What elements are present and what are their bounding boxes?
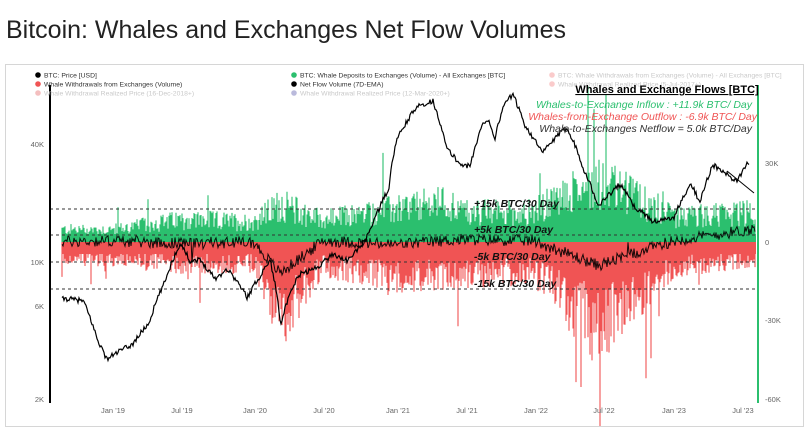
x-tick: Jul '21 <box>456 406 477 415</box>
x-tick: Jul '22 <box>593 406 614 415</box>
annotation-outflow: Whales-from-Exchange Outflow : -6.9k BTC… <box>528 111 757 123</box>
x-tick: Jan '22 <box>524 406 548 415</box>
legend-swatch <box>35 90 41 96</box>
y-right-tick: 0 <box>765 238 769 247</box>
x-tick: Jan '21 <box>386 406 410 415</box>
legend-swatch <box>549 72 555 78</box>
annotation-inflow: Whales-to-Exchange Inflow : +11.9k BTC/ … <box>536 99 753 111</box>
level-label: +5k BTC/30 Day <box>474 224 554 236</box>
x-tick: Jul '20 <box>313 406 334 415</box>
legend-label: Whale Withdrawal Realized Price (16-Dec-… <box>44 91 194 98</box>
x-tick: Jan '19 <box>101 406 125 415</box>
page-title: Bitcoin: Whales and Exchanges Net Flow V… <box>6 16 566 44</box>
level-label: -5k BTC/30 Day <box>474 251 552 263</box>
outflow-band <box>62 242 756 254</box>
legend-label: Whale Withdrawal Realized Price (12-Mar-… <box>300 91 450 98</box>
legend-label: BTC: Whale Withdrawals from Exchanges (V… <box>558 73 782 80</box>
axes: 2K 6K 10K 40K 30K 0 -30K -60K Jan '19 Jul '19 Jan … <box>31 85 781 415</box>
legend[interactable]: BTC: Price [USD] BTC: Whale Deposits to E… <box>35 72 782 98</box>
annotation-netflow: Whale-to-Exchanges Netflow = 5.0k BTC/Da… <box>539 123 752 135</box>
y-right-tick: -30K <box>765 316 781 325</box>
y-left-tick: 40K <box>31 140 44 149</box>
level-label: +15k BTC/30 Day <box>474 198 560 210</box>
y-right-tick: -60K <box>765 395 781 404</box>
y-left-tick: 6K <box>35 302 44 311</box>
legend-label: BTC: Price [USD] <box>44 73 97 80</box>
annotation-arrow <box>726 170 755 194</box>
netflow-line <box>61 224 756 277</box>
x-tick: Jul '23 <box>732 406 753 415</box>
y-left-tick: 2K <box>35 395 44 404</box>
legend-swatch <box>291 90 297 96</box>
price-line <box>61 91 750 363</box>
legend-swatch <box>549 81 555 87</box>
legend-swatch <box>35 72 41 78</box>
legend-label: Whale Withdrawal Realized Price (5-Jul-2… <box>558 82 701 89</box>
price-series <box>61 91 750 363</box>
level-lines: +15k BTC/30 Day +5k BTC/30 Day -5k BTC/30 … <box>50 198 758 290</box>
flow-bars <box>61 86 756 426</box>
legend-label: BTC: Whale Deposits to Exchanges (Volume… <box>300 73 505 80</box>
x-tick: Jul '19 <box>171 406 192 415</box>
y-left-tick: 10K <box>31 258 44 267</box>
legend-label: Whale Withdrawals from Exchanges (Volume… <box>44 82 182 89</box>
x-tick: Jan '23 <box>662 406 686 415</box>
level-label: -15k BTC/30 Day <box>474 278 557 290</box>
legend-swatch <box>35 81 41 87</box>
y-right-tick: 30K <box>765 159 778 168</box>
legend-swatch <box>291 81 297 87</box>
chart-frame: +15k BTC/30 Day +5k BTC/30 Day -5k BTC/30 … <box>5 64 804 427</box>
annotations: Whales and Exchange Flows [BTC] Whales-to… <box>528 84 759 194</box>
legend-label: Net Flow Volume (7D-EMA) <box>300 82 383 89</box>
legend-swatch <box>291 72 297 78</box>
x-tick: Jan '20 <box>243 406 267 415</box>
annotation-box-title: Whales and Exchange Flows [BTC] <box>575 84 759 96</box>
chart-svg: +15k BTC/30 Day +5k BTC/30 Day -5k BTC/30 … <box>31 72 782 426</box>
